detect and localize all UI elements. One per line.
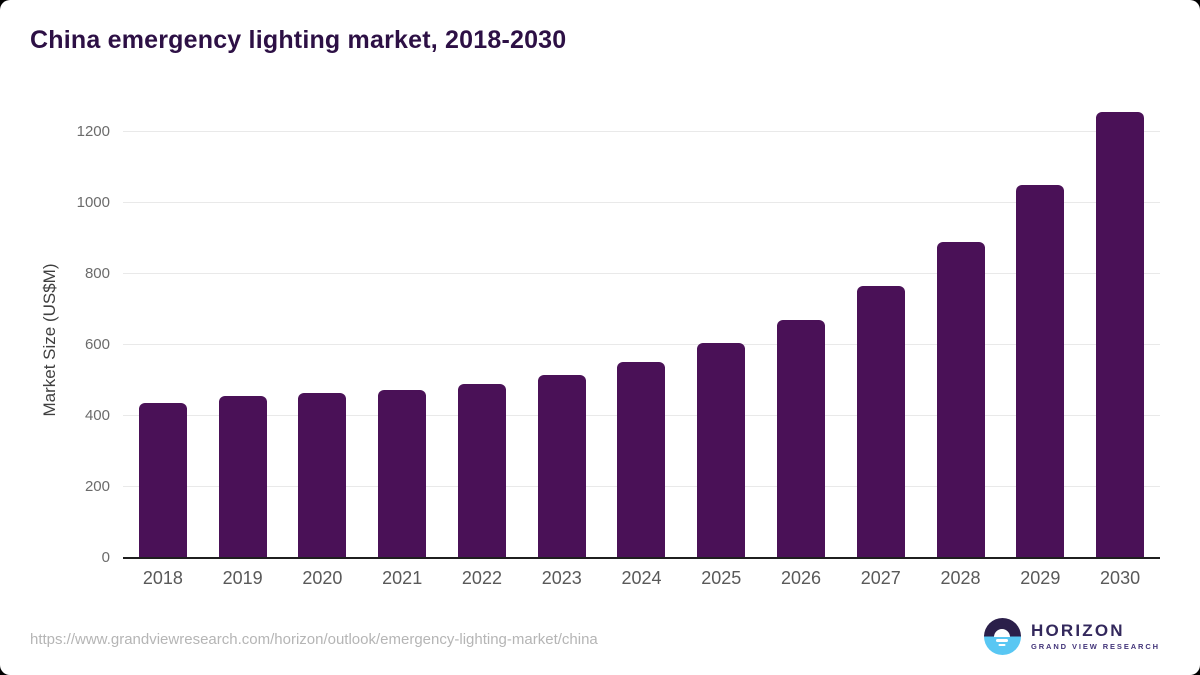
page-title: China emergency lighting market, 2018-20… — [30, 26, 567, 54]
x-axis-labels: 2018 2019 2020 2021 2022 2023 2024 2025 2026 2027… — [123, 568, 1160, 589]
bar-2022[interactable] — [457, 383, 506, 558]
sun-reflection-line — [996, 639, 1009, 642]
gridline — [123, 343, 1160, 345]
brand-subtitle: GRAND VIEW RESEARCH — [1030, 642, 1160, 652]
bars-row — [123, 105, 1160, 558]
x-axis-tick-label: 2026 — [780, 568, 822, 588]
bar-slot — [1080, 105, 1160, 558]
x-axis-tick-label: 2023 — [541, 568, 582, 588]
bar-slot — [283, 105, 363, 558]
x-axis-tick-label: 2018 — [142, 568, 183, 588]
bar-2023[interactable] — [537, 375, 586, 558]
horizon-logo-icon — [983, 618, 1021, 655]
x-axis-line — [123, 557, 1160, 559]
y-axis-tick-label: 1200 — [76, 122, 110, 140]
bar-2020[interactable] — [298, 393, 347, 558]
x-axis-tick-label: 2021 — [382, 568, 423, 588]
sun-reflection-line — [998, 643, 1006, 646]
x-axis-tick-label: 2027 — [860, 568, 901, 588]
x-axis-tick-label: 2019 — [222, 568, 263, 588]
bar-2024[interactable] — [617, 361, 666, 558]
bar-slot — [442, 105, 522, 558]
x-axis-tick-label: 2022 — [461, 568, 502, 588]
bar-2029[interactable] — [1016, 184, 1065, 558]
y-axis-tick-label: 800 — [84, 264, 110, 282]
bar-slot — [522, 105, 602, 558]
bar-2019[interactable] — [218, 395, 267, 558]
source-url: https://www.grandviewresearch.com/horizo… — [30, 631, 598, 648]
y-axis-title: Market Size (US$M) — [40, 263, 59, 417]
sun-icon — [994, 628, 1011, 637]
bar-slot — [362, 105, 442, 558]
gridline — [123, 201, 1160, 203]
logo-text: HORIZON GRAND VIEW RESEARCH — [1031, 622, 1160, 651]
brand-logo[interactable]: HORIZON GRAND VIEW RESEARCH — [983, 618, 1160, 655]
bar-2026[interactable] — [777, 319, 825, 558]
bar-slot — [203, 105, 283, 558]
x-axis-tick-label: 2028 — [940, 568, 981, 588]
y-axis-tick-label: 400 — [84, 406, 110, 424]
bar-2030[interactable] — [1096, 112, 1145, 558]
x-axis-tick-label: 2030 — [1100, 568, 1141, 588]
bar-2025[interactable] — [697, 343, 746, 558]
gridline — [123, 272, 1160, 274]
bar-2027[interactable] — [856, 286, 905, 558]
y-axis-tick-label: 1000 — [76, 193, 110, 211]
bar-slot — [841, 105, 921, 558]
brand-name: HORIZON — [1030, 621, 1125, 641]
bar-slot — [761, 105, 841, 558]
x-axis-tick-label: 2025 — [701, 568, 742, 588]
bar-slot — [921, 105, 1001, 558]
y-axis-tick-label: 200 — [84, 477, 110, 495]
bar-slot — [681, 105, 761, 558]
y-axis-tick-label: 600 — [84, 335, 110, 353]
x-axis-tick-label: 2024 — [621, 568, 662, 588]
bar-2021[interactable] — [378, 389, 427, 558]
x-axis-tick-label: 2029 — [1020, 568, 1061, 588]
x-axis-tick-label: 2020 — [302, 568, 343, 588]
bar-slot — [1000, 105, 1080, 558]
y-axis-tick-label: 0 — [101, 549, 110, 566]
bar-slot — [123, 105, 203, 558]
bar-slot — [602, 105, 682, 558]
y-axis-ticks: 0 200 400 600 800 1000 1200 — [58, 105, 110, 566]
bar-2028[interactable] — [936, 241, 985, 558]
bar-2018[interactable] — [138, 403, 187, 558]
gridline — [123, 130, 1160, 132]
plot-area — [123, 105, 1160, 559]
